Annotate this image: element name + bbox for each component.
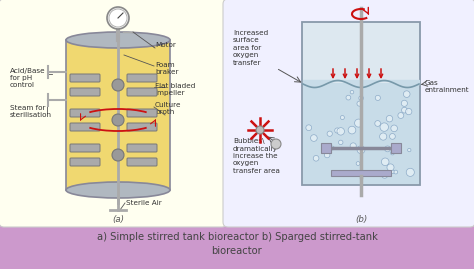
FancyBboxPatch shape xyxy=(127,88,157,96)
Text: Sterile Air: Sterile Air xyxy=(126,200,162,206)
Circle shape xyxy=(340,116,345,119)
Circle shape xyxy=(359,96,364,100)
Circle shape xyxy=(380,133,387,140)
Circle shape xyxy=(398,113,404,118)
Text: Flat bladed
impeller: Flat bladed impeller xyxy=(155,83,195,96)
Ellipse shape xyxy=(66,182,170,198)
Circle shape xyxy=(390,133,395,139)
Circle shape xyxy=(384,146,391,152)
Circle shape xyxy=(391,125,398,132)
Circle shape xyxy=(112,149,124,161)
FancyBboxPatch shape xyxy=(70,144,100,152)
Bar xyxy=(302,22,420,185)
Circle shape xyxy=(350,90,354,94)
FancyBboxPatch shape xyxy=(127,158,157,166)
Bar xyxy=(303,83,419,184)
Text: Foam
braker: Foam braker xyxy=(155,62,179,75)
FancyBboxPatch shape xyxy=(127,123,157,131)
Circle shape xyxy=(387,164,394,171)
FancyBboxPatch shape xyxy=(127,74,157,82)
FancyBboxPatch shape xyxy=(70,109,100,117)
Circle shape xyxy=(271,139,281,149)
Text: Acid/Base
for pH
control: Acid/Base for pH control xyxy=(10,68,46,88)
Circle shape xyxy=(375,121,381,126)
Circle shape xyxy=(357,146,365,154)
Bar xyxy=(331,170,391,176)
Circle shape xyxy=(112,79,124,91)
FancyBboxPatch shape xyxy=(223,0,474,227)
Circle shape xyxy=(391,170,394,174)
Circle shape xyxy=(327,131,332,136)
Circle shape xyxy=(403,91,410,97)
Circle shape xyxy=(408,148,411,152)
Circle shape xyxy=(313,155,319,161)
Bar xyxy=(66,40,170,190)
FancyBboxPatch shape xyxy=(70,74,100,82)
Circle shape xyxy=(380,123,389,131)
Circle shape xyxy=(306,125,311,131)
Circle shape xyxy=(330,146,334,150)
FancyBboxPatch shape xyxy=(70,123,100,131)
Circle shape xyxy=(256,126,264,134)
Circle shape xyxy=(107,7,129,29)
FancyBboxPatch shape xyxy=(127,144,157,152)
Text: Increased
surface
area for
oxygen
transfer: Increased surface area for oxygen transf… xyxy=(233,30,268,66)
FancyBboxPatch shape xyxy=(0,0,227,227)
Circle shape xyxy=(355,119,363,127)
Circle shape xyxy=(401,107,407,113)
Circle shape xyxy=(382,172,388,178)
Circle shape xyxy=(382,158,389,166)
Circle shape xyxy=(112,114,124,126)
Circle shape xyxy=(356,162,360,165)
Circle shape xyxy=(324,152,330,158)
Circle shape xyxy=(348,126,356,134)
Circle shape xyxy=(346,95,351,100)
Circle shape xyxy=(350,143,356,149)
Circle shape xyxy=(109,9,127,27)
Text: Culture
broth: Culture broth xyxy=(155,102,182,115)
Text: Motor: Motor xyxy=(155,42,176,48)
Circle shape xyxy=(375,95,381,100)
Circle shape xyxy=(406,108,412,115)
Text: (b): (b) xyxy=(355,215,367,224)
FancyBboxPatch shape xyxy=(70,158,100,166)
Text: Steam for
sterilisation: Steam for sterilisation xyxy=(10,105,52,118)
Circle shape xyxy=(310,135,317,141)
FancyBboxPatch shape xyxy=(127,109,157,117)
Text: a) Simple stirred tank bioreactor b) Sparged stirred-tank
bioreactor: a) Simple stirred tank bioreactor b) Spa… xyxy=(97,232,377,256)
Text: Bubbles\
dramatically
increase the
oxygen
transfer area: Bubbles\ dramatically increase the oxyge… xyxy=(233,138,280,174)
Text: Gas
entrainment: Gas entrainment xyxy=(425,80,470,93)
Bar xyxy=(391,143,401,153)
Ellipse shape xyxy=(66,32,170,48)
Circle shape xyxy=(338,140,343,144)
Circle shape xyxy=(337,128,345,135)
Text: (a): (a) xyxy=(112,215,124,224)
Circle shape xyxy=(335,128,340,133)
FancyBboxPatch shape xyxy=(70,88,100,96)
Circle shape xyxy=(357,101,362,106)
Circle shape xyxy=(391,151,394,155)
Circle shape xyxy=(401,100,408,107)
Circle shape xyxy=(394,170,398,174)
Bar xyxy=(321,143,331,153)
Circle shape xyxy=(386,115,392,122)
Circle shape xyxy=(406,168,414,176)
